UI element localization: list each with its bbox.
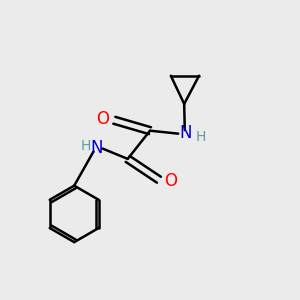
Text: H: H — [195, 130, 206, 144]
Text: O: O — [164, 172, 177, 190]
Text: N: N — [90, 139, 103, 157]
Text: H: H — [81, 139, 91, 152]
Text: O: O — [97, 110, 110, 128]
Text: N: N — [179, 124, 192, 142]
